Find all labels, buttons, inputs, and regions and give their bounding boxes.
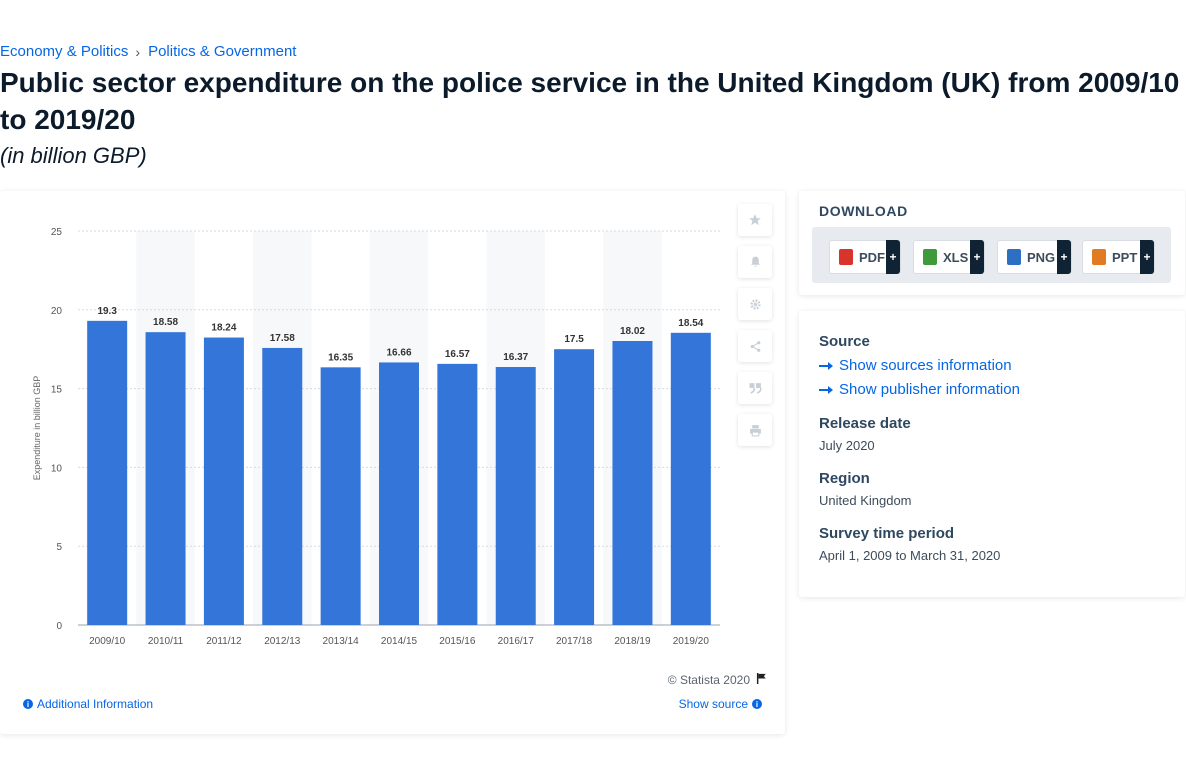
breadcrumb-economy-politics[interactable]: Economy & Politics [0,43,129,60]
download-ppt-label: PPT [1112,249,1138,265]
copyright: © Statista 2020 [668,673,767,687]
x-tick-label: 2018/19 [614,636,651,647]
release-date-value: July 2020 [819,438,875,453]
data-label: 18.54 [678,318,703,329]
source-card: Source Show sources information Show pub… [799,311,1185,597]
x-tick-label: 2012/13 [264,636,301,647]
y-axis-title: Expenditure in billion GBP [32,376,42,481]
x-tick-label: 2014/15 [381,636,418,647]
x-tick-label: 2009/10 [89,636,126,647]
download-buttons: PDF + XLS + PNG + PPT + [812,227,1171,283]
data-label: 17.5 [564,334,584,345]
arrow-right-icon [819,361,833,370]
bar [203,337,244,625]
y-tick-label: 20 [51,306,63,317]
bell-icon[interactable] [738,246,772,278]
xls-file-icon [923,249,937,265]
x-tick-label: 2017/18 [556,636,593,647]
show-sources-label: Show sources information [839,357,1012,374]
flag-icon[interactable] [756,673,767,687]
breadcrumb: Economy & Politics › Politics & Governme… [0,43,296,60]
bar [612,341,653,625]
x-tick-label: 2015/16 [439,636,476,647]
data-label: 18.58 [153,317,178,328]
bar [437,363,478,625]
additional-information-link[interactable]: i Additional Information [19,697,153,711]
download-ppt-button[interactable]: PPT + [1082,240,1155,274]
plus-icon: + [1057,240,1071,274]
print-icon[interactable] [738,414,772,446]
data-label: 17.58 [270,333,295,344]
chart-card: 0 5 10 15 20 25 Expenditure in billion GBP 19.3… [0,191,785,734]
bar [262,347,303,625]
quote-icon[interactable] [738,372,772,404]
download-png-button[interactable]: PNG + [997,240,1072,274]
download-card: DOWNLOAD PDF + XLS + PNG + PPT + [799,191,1185,295]
x-tick-label: 2011/12 [206,636,242,647]
show-publisher-link[interactable]: Show publisher information [819,381,1020,398]
additional-information-label: Additional Information [37,697,154,711]
y-tick-label: 5 [56,542,62,553]
pdf-file-icon [839,249,853,265]
data-label: 18.24 [211,323,236,334]
breadcrumb-separator: › [135,43,141,60]
y-tick-label: 25 [51,227,63,238]
bar [87,320,128,625]
data-label: 18.02 [620,326,645,337]
region-value: United Kingdom [819,493,912,508]
download-pdf-label: PDF [859,249,885,265]
bar-chart: 0 5 10 15 20 25 Expenditure in billion GBP 19.3… [32,227,720,647]
png-file-icon [1007,249,1021,265]
ppt-file-icon [1092,249,1106,265]
survey-period-value: April 1, 2009 to March 31, 2020 [819,548,1001,563]
y-tick-label: 0 [56,621,62,632]
y-tick-label: 15 [51,385,63,396]
download-xls-button[interactable]: XLS + [913,240,985,274]
download-png-label: PNG [1027,249,1056,265]
plus-icon: + [1140,240,1154,274]
plus-icon: + [886,240,900,274]
data-label: 16.37 [503,352,528,363]
show-source-link[interactable]: Show source i [679,697,766,711]
x-tick-label: 2010/11 [148,636,184,647]
x-tick-label: 2013/14 [323,636,360,647]
share-icon[interactable] [738,330,772,362]
gear-icon[interactable] [738,288,772,320]
plus-icon: + [970,240,984,274]
bar [145,332,186,625]
data-label: 16.66 [386,347,411,358]
info-icon: i [23,699,33,709]
copyright-text: © Statista 2020 [667,673,750,687]
show-publisher-label: Show publisher information [839,381,1020,398]
bar [554,349,595,625]
region-heading: Region [819,470,870,487]
data-label: 19.3 [97,306,117,317]
bar [379,362,419,625]
info-icon: i [752,699,762,709]
survey-period-heading: Survey time period [819,525,955,542]
release-date-heading: Release date [819,415,911,432]
bar [495,367,536,625]
x-tick-label: 2016/17 [498,636,535,647]
star-icon[interactable] [738,204,772,236]
arrow-right-icon [819,385,833,394]
chart-tools [738,204,772,456]
page-title: Public sector expenditure on the police … [0,67,1180,135]
show-sources-link[interactable]: Show sources information [819,357,1012,374]
show-source-label: Show source [678,697,748,711]
bar [320,367,361,625]
download-xls-label: XLS [943,249,969,265]
x-tick-label: 2019/20 [673,636,710,647]
data-label: 16.35 [328,352,353,363]
bar [670,332,711,625]
download-title: DOWNLOAD [819,203,908,219]
breadcrumb-politics-government[interactable]: Politics & Government [148,43,297,60]
y-tick-label: 10 [51,463,63,474]
data-label: 16.57 [445,349,470,360]
source-heading: Source [819,333,870,350]
page-subtitle: (in billion GBP) [0,143,147,168]
download-pdf-button[interactable]: PDF + [829,240,901,274]
